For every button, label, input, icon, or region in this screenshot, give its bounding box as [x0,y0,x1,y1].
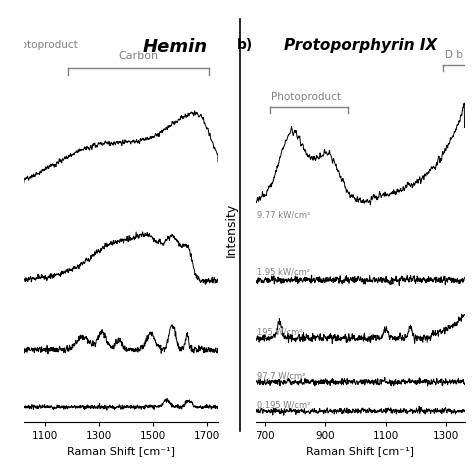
Text: Photoproduct: Photoproduct [271,91,341,101]
Text: Hemin: Hemin [143,38,208,56]
Text: Protoporphyrin IX: Protoporphyrin IX [283,38,437,53]
Text: Intensity: Intensity [224,203,237,257]
Text: 97.7 W/cm²: 97.7 W/cm² [257,371,306,380]
X-axis label: Raman Shift [cm⁻¹]: Raman Shift [cm⁻¹] [67,447,175,456]
Text: 195 W/cm²: 195 W/cm² [257,328,303,337]
Text: hotoproduct: hotoproduct [14,40,78,50]
Text: 9.77 kW/cm²: 9.77 kW/cm² [257,211,311,220]
Text: 0.195 W/cm²: 0.195 W/cm² [257,400,311,409]
Text: D b: D b [445,50,463,60]
Text: 1.95 kW/cm²: 1.95 kW/cm² [257,267,310,276]
X-axis label: Raman Shift [cm⁻¹]: Raman Shift [cm⁻¹] [306,447,414,456]
Text: b): b) [237,38,254,52]
Text: Carbon: Carbon [118,51,158,61]
